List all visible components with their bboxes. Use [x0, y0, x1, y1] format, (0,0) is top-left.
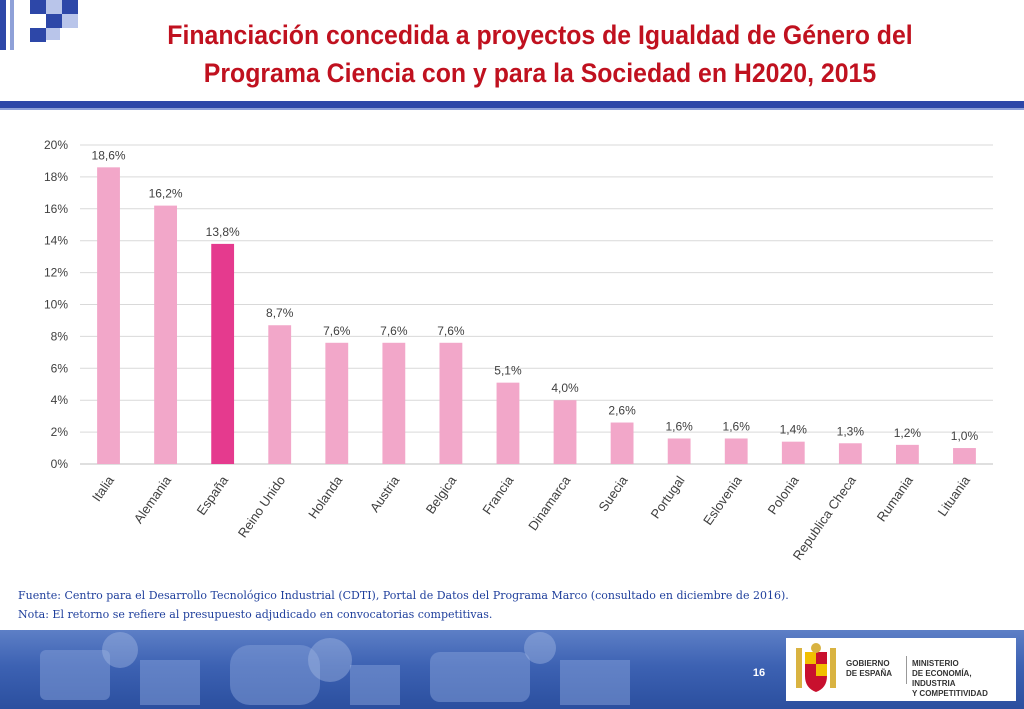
data-label: 8,7%	[266, 306, 294, 320]
bar	[953, 448, 976, 464]
x-tick-label: Portugal	[648, 473, 688, 521]
source-note: Fuente: Centro para el Desarrollo Tecnol…	[18, 589, 789, 602]
data-label: 7,6%	[437, 324, 465, 338]
x-tick-label: Italia	[89, 472, 117, 504]
y-tick-label: 2%	[51, 425, 69, 439]
data-label: 1,4%	[780, 423, 808, 437]
x-tick-label: Eslovenia	[700, 472, 745, 527]
page-number: 16	[752, 667, 766, 679]
bar	[154, 205, 178, 465]
y-tick-label: 12%	[44, 266, 68, 280]
data-label: 16,2%	[149, 187, 183, 201]
footer-banner: 16 GOBIERNO DE ESPAÑA MINISTERIO DE ECON…	[0, 630, 1024, 709]
y-tick-label: 20%	[44, 138, 68, 152]
y-tick-label: 8%	[51, 329, 69, 343]
bar	[211, 243, 235, 464]
bar	[97, 167, 120, 464]
data-label: 5,1%	[494, 364, 522, 378]
y-tick-label: 14%	[44, 234, 68, 248]
data-label: 4,0%	[551, 381, 579, 395]
y-tick-label: 16%	[44, 202, 68, 216]
data-label: 1,6%	[723, 419, 751, 433]
data-label: 2,6%	[608, 404, 636, 418]
bar	[496, 382, 520, 464]
bar	[553, 400, 577, 464]
y-tick-label: 0%	[51, 457, 69, 471]
data-label: 1,2%	[894, 426, 922, 440]
footnote: Nota: El retorno se refiere al presupues…	[18, 608, 493, 621]
bar	[781, 441, 805, 464]
government-logo: GOBIERNO DE ESPAÑA MINISTERIO DE ECONOMÍ…	[786, 638, 1016, 701]
logo-divider	[906, 656, 907, 684]
x-tick-label: Reino Unido	[235, 473, 288, 540]
corner-logo-icon	[0, 0, 78, 50]
data-label: 1,3%	[837, 424, 865, 438]
government-label: GOBIERNO DE ESPAÑA	[846, 659, 893, 678]
x-tick-label: Dinamarca	[525, 472, 574, 533]
y-tick-label: 4%	[51, 393, 69, 407]
data-label: 7,6%	[323, 324, 351, 338]
x-tick-label: Lituania	[935, 472, 974, 519]
bar-chart: 0% 2% 4% 6% 8% 10% 12% 14% 16% 18% 20% 18,6% Italia 1…	[44, 138, 993, 563]
title-line-1: Financiación concedida a proyectos de Ig…	[167, 20, 913, 50]
data-label: 7,6%	[380, 324, 408, 338]
bar	[667, 438, 691, 464]
x-tick-label: España	[194, 472, 232, 517]
title-line-2: Programa Ciencia con y para la Sociedad …	[203, 58, 877, 88]
title-rule	[0, 101, 1024, 108]
x-tick-label: Rumania	[874, 472, 917, 524]
x-tick-label: Republica Checa	[790, 472, 860, 562]
bar	[838, 443, 862, 464]
x-tick-label: Suecia	[595, 472, 631, 514]
spain-coat-of-arms-icon	[796, 643, 836, 692]
y-tick-label: 18%	[44, 170, 68, 184]
x-tick-label: Francia	[479, 472, 517, 517]
x-tick-label: Alemania	[131, 472, 175, 526]
bar	[382, 342, 406, 464]
bar	[610, 422, 634, 464]
data-label: 1,0%	[951, 429, 979, 443]
bar	[439, 342, 463, 464]
x-tick-label: Austria	[367, 472, 403, 514]
bar	[724, 438, 748, 464]
data-label: 13,8%	[206, 225, 240, 239]
bar	[325, 342, 349, 464]
footer-coat-of-arms-icon	[40, 632, 630, 705]
ministry-label: MINISTERIO DE ECONOMÍA, INDUSTRIA Y COMP…	[912, 659, 988, 698]
x-tick-label: Polonia	[765, 472, 803, 517]
x-tick-label: Holanda	[305, 472, 346, 521]
bar	[895, 444, 919, 464]
data-label: 1,6%	[665, 419, 693, 433]
title-rule-accent	[0, 108, 1024, 110]
page-title: Financiación concedida a proyectos de Ig…	[144, 16, 935, 92]
y-tick-label: 10%	[44, 298, 68, 312]
data-label: 18,6%	[92, 148, 126, 162]
notes-block: Fuente: Centro para el Desarrollo Tecnol…	[18, 586, 789, 624]
bar	[268, 325, 292, 464]
x-tick-label: Belgica	[423, 472, 460, 516]
y-tick-label: 6%	[51, 361, 69, 375]
